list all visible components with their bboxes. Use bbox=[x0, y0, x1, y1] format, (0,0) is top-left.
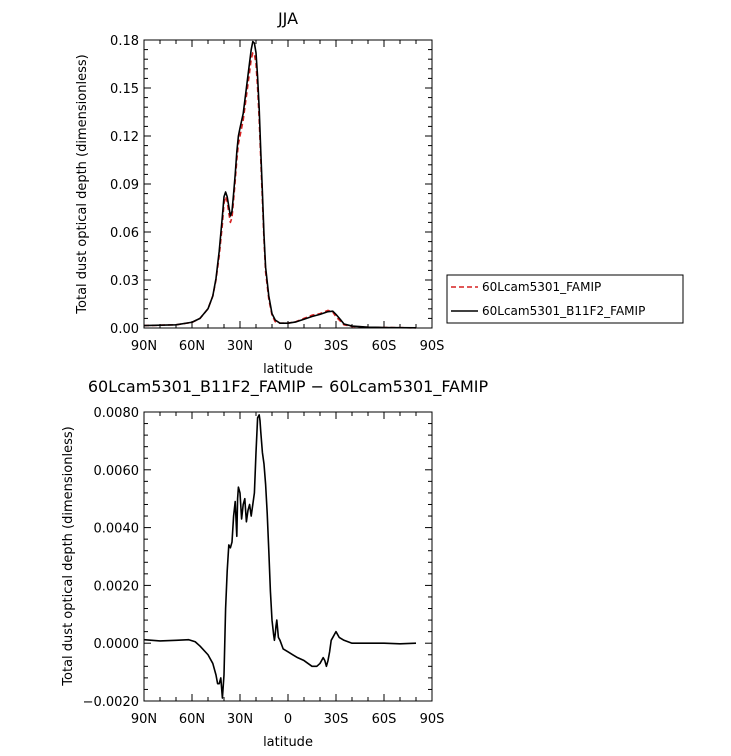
bottom-y-tick-label: 0.0020 bbox=[94, 579, 140, 594]
legend: 60Lcam5301_FAMIP 60Lcam5301_B11F2_FAMIP bbox=[446, 274, 684, 324]
bottom-x-tick-label: 0 bbox=[284, 712, 292, 727]
top-x-tick-label: 90N bbox=[131, 339, 157, 354]
top-x-tick-label: 60S bbox=[372, 339, 397, 354]
top-plot-frame bbox=[143, 39, 433, 329]
top-x-tick-label: 30S bbox=[324, 339, 349, 354]
bottom-x-tick-label: 30S bbox=[324, 712, 349, 727]
top-y-tick-label: 0.03 bbox=[110, 274, 139, 289]
top-y-tick-label: 0.15 bbox=[110, 82, 139, 97]
top-y-axis-label: Total dust optical depth (dimensionless) bbox=[75, 54, 90, 314]
top-chart-panel: JJA 90N 60N 30N 0 30S 60S 90S 0.00 0.03 0.06 0.09 0… bbox=[75, 9, 444, 377]
bottom-y-tick-label: 0.0000 bbox=[94, 637, 140, 652]
bottom-x-tick-label: 60S bbox=[372, 712, 397, 727]
bottom-chart-title: 60Lcam5301_B11F2_FAMIP − 60Lcam5301_FAMI… bbox=[88, 377, 489, 397]
bottom-plot-frame bbox=[143, 411, 433, 702]
bottom-chart-ticks: 90N 60N 30N 0 30S 60S 90S −0.0020 0.0000 0.0020 0.… bbox=[83, 406, 445, 727]
top-x-tick-label: 60N bbox=[179, 339, 205, 354]
top-chart-ticks: 90N 60N 30N 0 30S 60S 90S 0.00 0.03 0.06 0.09 0.12 0… bbox=[110, 34, 444, 354]
top-y-tick-label: 0.06 bbox=[110, 226, 139, 241]
top-x-tick-label: 30N bbox=[227, 339, 253, 354]
top-x-tick-label: 90S bbox=[420, 339, 445, 354]
top-x-tick-label: 0 bbox=[284, 339, 292, 354]
legend-box bbox=[446, 274, 684, 324]
top-series-line-0 bbox=[143, 51, 417, 329]
top-chart-title: JJA bbox=[277, 9, 298, 28]
bottom-series-line-0 bbox=[143, 414, 417, 699]
legend-label-famip: 60Lcam5301_FAMIP bbox=[482, 280, 601, 294]
bottom-y-tick-label: 0.0040 bbox=[94, 522, 140, 537]
top-y-tick-label: 0.12 bbox=[110, 130, 139, 145]
top-series-line-1 bbox=[143, 40, 417, 329]
bottom-x-tick-label: 90S bbox=[420, 712, 445, 727]
top-y-tick-label: 0.00 bbox=[110, 322, 139, 337]
top-x-axis-label: latitude bbox=[263, 362, 313, 377]
bottom-chart-panel: 60Lcam5301_B11F2_FAMIP − 60Lcam5301_FAMI… bbox=[61, 377, 489, 750]
top-chart-series bbox=[143, 40, 417, 329]
legend-label-b11f2-famip: 60Lcam5301_B11F2_FAMIP bbox=[482, 304, 645, 318]
top-y-tick-label: 0.18 bbox=[110, 34, 139, 49]
bottom-y-axis-label: Total dust optical depth (dimensionless) bbox=[61, 426, 76, 686]
bottom-y-tick-label: −0.0020 bbox=[83, 695, 139, 710]
bottom-x-tick-label: 90N bbox=[131, 712, 157, 727]
bottom-x-tick-label: 30N bbox=[227, 712, 253, 727]
bottom-y-tick-label: 0.0060 bbox=[94, 464, 140, 479]
bottom-chart-series bbox=[143, 414, 417, 699]
top-y-tick-label: 0.09 bbox=[110, 178, 139, 193]
bottom-y-tick-label: 0.0080 bbox=[94, 406, 140, 421]
bottom-x-tick-label: 60N bbox=[179, 712, 205, 727]
bottom-x-axis-label: latitude bbox=[263, 735, 313, 750]
